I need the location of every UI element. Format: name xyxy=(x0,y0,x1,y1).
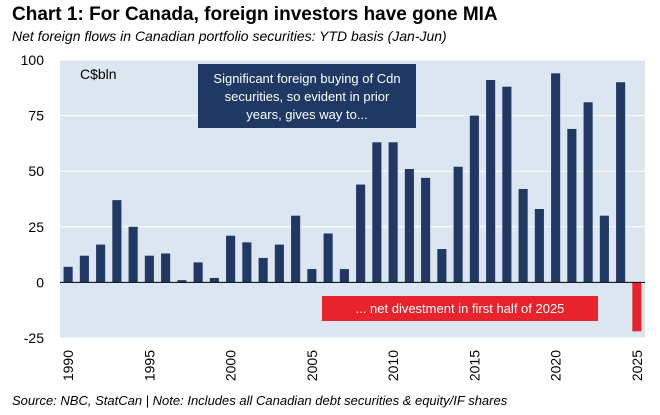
bar-2015 xyxy=(469,115,479,283)
bar-2009 xyxy=(372,142,382,283)
x-tick-label: 1990 xyxy=(60,350,76,381)
bar-2021 xyxy=(567,128,577,283)
bar-2025 xyxy=(632,282,642,332)
x-tick-label: 2015 xyxy=(466,350,482,381)
bar-layer xyxy=(63,73,642,332)
bar-1991 xyxy=(79,255,89,283)
bar-2012 xyxy=(421,177,431,283)
chart-title: Chart 1: For Canada, foreign investors h… xyxy=(12,4,498,25)
x-tick-label: 2025 xyxy=(629,350,645,381)
y-tick-label: 50 xyxy=(28,163,44,179)
bar-1998 xyxy=(193,262,203,283)
bar-2007 xyxy=(339,269,349,283)
bar-2018 xyxy=(518,188,528,283)
bar-2000 xyxy=(226,235,236,283)
bar-2013 xyxy=(437,249,447,283)
bar-2024 xyxy=(616,82,626,283)
bar-1994 xyxy=(128,226,138,283)
x-tick-label: 1995 xyxy=(141,350,157,381)
annotation-blue-box xyxy=(198,64,416,128)
unit-label: C$bln xyxy=(80,66,117,82)
annotation-red-line-1: ... net divestment in first half of 2025 xyxy=(356,301,565,316)
bar-1996 xyxy=(161,253,171,283)
x-tick-label: 2020 xyxy=(548,350,564,381)
bar-2023 xyxy=(599,215,609,283)
bar-1992 xyxy=(96,244,106,283)
annotation-blue-line-1: Significant foreign buying of Cdn xyxy=(213,71,400,86)
bar-2001 xyxy=(242,242,252,283)
annotation-red: ... net divestment in first half of 2025 xyxy=(322,296,598,321)
bar-2002 xyxy=(258,257,268,283)
bar-2020 xyxy=(551,73,561,283)
y-tick-label: 75 xyxy=(28,108,44,124)
bar-1993 xyxy=(112,200,122,283)
bar-2005 xyxy=(307,269,317,283)
bar-1990 xyxy=(63,266,73,283)
axis-layer: -25 0 25 50 75 100 1990 1995 2000 2005 2010 2015 202… xyxy=(21,52,645,381)
bar-2004 xyxy=(291,215,301,283)
y-tick-label: 0 xyxy=(36,274,44,290)
chart-source-note: Source: NBC, StatCan | Note: Includes al… xyxy=(12,393,508,408)
annotation-red-box xyxy=(322,296,598,321)
x-tick-label: 2000 xyxy=(223,350,239,381)
bar-2003 xyxy=(274,244,284,283)
bar-2006 xyxy=(323,233,333,283)
annotation-blue-line-2: securities, so evident in prior xyxy=(225,89,390,104)
bar-2011 xyxy=(404,168,414,283)
bar-2014 xyxy=(453,166,463,283)
bar-2016 xyxy=(486,80,496,283)
bar-2017 xyxy=(502,86,512,283)
y-tick-label: 100 xyxy=(21,52,45,68)
x-tick-label: 2010 xyxy=(385,350,401,381)
bar-2022 xyxy=(583,102,593,283)
bar-2008 xyxy=(356,184,366,283)
bar-2010 xyxy=(388,142,398,283)
annotation-blue: Significant foreign buying of Cdn securi… xyxy=(198,64,416,128)
annotation-blue-line-3: years, gives way to... xyxy=(246,107,367,122)
y-tick-label: -25 xyxy=(24,330,44,346)
bar-1997 xyxy=(177,280,187,283)
bar-2019 xyxy=(534,209,544,283)
chart-subtitle: Net foreign flows in Canadian portfolio … xyxy=(12,28,447,44)
bar-1995 xyxy=(144,255,154,283)
y-tick-label: 25 xyxy=(28,219,44,235)
x-tick-label: 2005 xyxy=(304,350,320,381)
bar-1999 xyxy=(209,277,219,283)
